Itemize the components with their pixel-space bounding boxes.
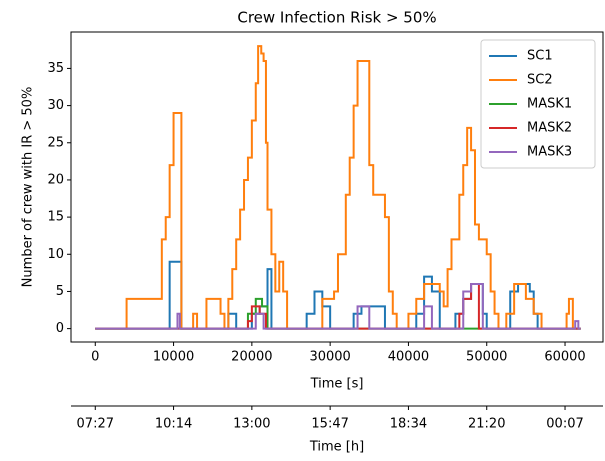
x2-tick-label: 15:47 (311, 417, 348, 432)
legend-label: MASK1 (527, 97, 572, 112)
x2-tick-label: 00:07 (546, 417, 583, 432)
legend: SC1 SC2 MASK1 MASK2 MASK3 (480, 39, 596, 169)
y-tick-label: 5 (56, 284, 64, 299)
x-tick-label: 30000 (309, 350, 350, 365)
legend-label: SC1 (527, 49, 553, 64)
legend-label: SC2 (527, 73, 553, 88)
y-tick-label: 35 (47, 61, 64, 76)
x-tick-label: 60000 (544, 350, 585, 365)
x-tick-label: 50000 (466, 350, 507, 365)
x2-tick-label: 07:27 (77, 417, 114, 432)
y-tick-label: 0 (56, 321, 64, 336)
x-tick-label: 0 (91, 350, 99, 365)
x2-tick-label: 18:34 (390, 417, 427, 432)
series-line (95, 283, 581, 330)
y-tick-label: 15 (47, 210, 64, 225)
x2-tick-label: 21:20 (468, 417, 505, 432)
legend-box (480, 39, 596, 169)
x-tick-label: 20000 (231, 350, 272, 365)
y-tick-label: 20 (47, 172, 64, 187)
x-tick-label: 10000 (153, 350, 194, 365)
x2-axis-label: Time [h] (309, 440, 364, 455)
x2-tick-label: 10:14 (155, 417, 192, 432)
y-tick-label: 30 (47, 98, 64, 113)
legend-label: MASK3 (527, 145, 572, 160)
chart-title: Crew Infection Risk > 50% (237, 9, 436, 27)
y-tick-label: 10 (47, 247, 64, 262)
legend-label: MASK2 (527, 121, 572, 136)
x-axis-label: Time [s] (310, 377, 364, 392)
x2-tick-label: 13:00 (233, 417, 270, 432)
y-axis-label: Number of crew with IR > 50% (21, 87, 36, 288)
plot-frame (70, 31, 604, 343)
y-tick-label: 25 (47, 135, 64, 150)
x-tick-label: 40000 (388, 350, 429, 365)
